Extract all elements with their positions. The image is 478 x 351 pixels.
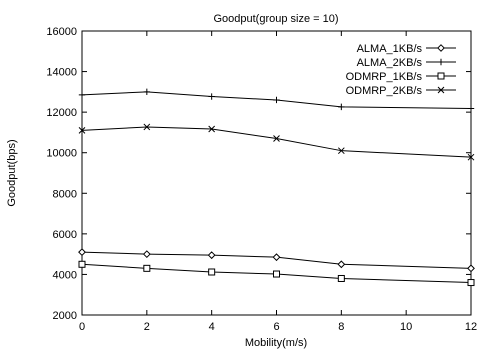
data-point bbox=[78, 91, 86, 99]
x-axis: 0 2 4 6 8 10 12 bbox=[79, 31, 477, 333]
legend-label: ODMRP_2KB/s bbox=[346, 85, 423, 97]
data-point bbox=[207, 251, 216, 260]
legend-item: ALMA_1KB/s bbox=[357, 43, 456, 55]
series-odmrp-2kb-s bbox=[78, 123, 475, 161]
legend-marker bbox=[437, 44, 445, 52]
legend-marker bbox=[437, 72, 445, 80]
y-tick-label: 8000 bbox=[53, 188, 77, 200]
data-point bbox=[467, 153, 475, 161]
data-point bbox=[78, 248, 86, 257]
data-point bbox=[273, 135, 280, 142]
y-tick-label: 16000 bbox=[46, 26, 77, 38]
legend-label: ALMA_2KB/s bbox=[357, 57, 423, 69]
series-line bbox=[81, 91, 472, 109]
series-odmrp-1kb-s bbox=[78, 260, 475, 287]
x-tick-label: 2 bbox=[144, 321, 150, 333]
x-axis-label: Mobility(m/s) bbox=[245, 337, 307, 349]
legend-item: ODMRP_1KB/s bbox=[346, 71, 456, 83]
legend-label: ODMRP_1KB/s bbox=[346, 71, 423, 83]
y-axis-label: Goodput(bps) bbox=[6, 139, 18, 206]
data-point bbox=[273, 96, 280, 104]
data-point bbox=[208, 125, 216, 133]
y-tick-label: 12000 bbox=[46, 107, 77, 119]
data-point bbox=[467, 264, 475, 273]
data-point bbox=[272, 253, 281, 262]
data-point bbox=[467, 279, 475, 287]
legend-item: ODMRP_2KB/s bbox=[346, 85, 456, 97]
legend-marker bbox=[437, 86, 445, 94]
legend-marker bbox=[437, 58, 445, 66]
series-line bbox=[81, 126, 472, 158]
data-point bbox=[143, 123, 151, 131]
data-point bbox=[142, 250, 151, 259]
x-tick-label: 12 bbox=[465, 321, 477, 333]
x-tick-label: 10 bbox=[400, 321, 412, 333]
legend-item: ALMA_2KB/s bbox=[357, 57, 456, 69]
data-point bbox=[208, 93, 215, 100]
data-point bbox=[143, 264, 151, 272]
y-tick-label: 14000 bbox=[46, 67, 77, 79]
series-alma-2kb-s bbox=[78, 88, 475, 112]
series-layer bbox=[78, 88, 475, 287]
x-tick-label: 8 bbox=[338, 321, 344, 333]
y-tick-label: 2000 bbox=[53, 310, 77, 322]
data-point bbox=[337, 147, 345, 155]
x-tick-label: 6 bbox=[273, 321, 279, 333]
data-point bbox=[338, 103, 345, 111]
legend-label: ALMA_1KB/s bbox=[357, 43, 423, 55]
data-point bbox=[143, 88, 151, 96]
data-point bbox=[208, 268, 216, 276]
series-alma-1kb-s bbox=[78, 248, 475, 273]
legend: ALMA_1KB/s ALMA_2KB/s ODMRP_1KB/s ODMRP_2KB… bbox=[346, 43, 456, 97]
x-tick-label: 0 bbox=[79, 321, 85, 333]
series-line bbox=[81, 251, 472, 269]
y-axis: 2000 4000 6000 8000 10000 12000 14000 16000 bbox=[46, 26, 471, 322]
y-tick-label: 10000 bbox=[46, 148, 77, 160]
series-line bbox=[81, 263, 472, 284]
data-point bbox=[337, 260, 346, 269]
y-tick-label: 4000 bbox=[53, 269, 77, 281]
data-point bbox=[78, 127, 86, 134]
chart-title: Goodput(group size = 10) bbox=[213, 13, 338, 25]
y-tick-label: 6000 bbox=[53, 229, 77, 241]
data-point bbox=[273, 270, 280, 278]
data-point bbox=[467, 105, 475, 112]
data-point bbox=[78, 260, 86, 268]
data-point bbox=[337, 274, 345, 282]
x-tick-label: 4 bbox=[209, 321, 215, 333]
